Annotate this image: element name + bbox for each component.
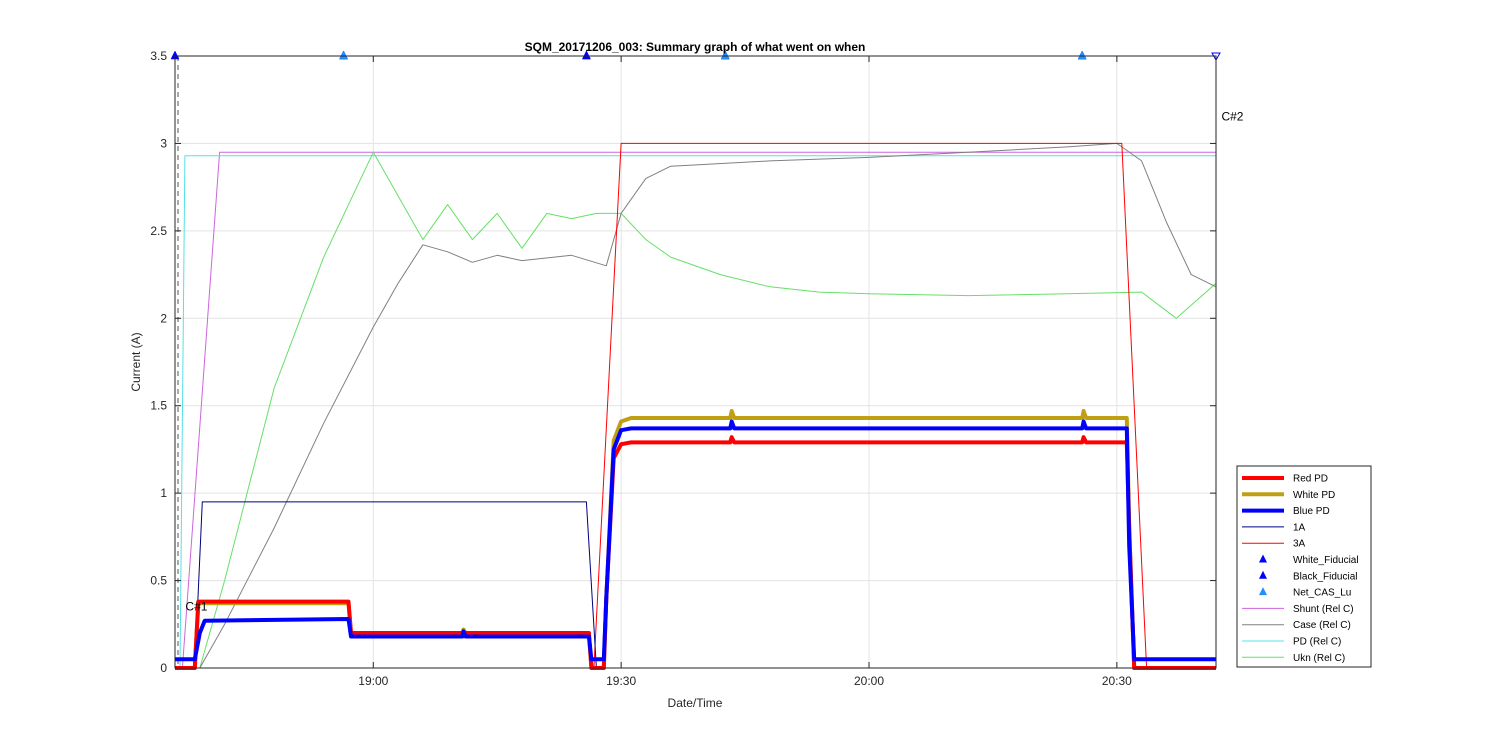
x-tick-label: 20:30 xyxy=(1102,674,1132,688)
x-tick-label: 19:30 xyxy=(606,674,636,688)
marker-net-cas-lu xyxy=(720,50,730,60)
legend-label: Black_Fiducial xyxy=(1293,571,1357,582)
y-tick-label: 0.5 xyxy=(150,574,167,588)
x-axis-label: Date/Time xyxy=(668,696,723,710)
legend-marker-swatch xyxy=(1259,570,1267,579)
y-tick-label: 3 xyxy=(160,136,167,150)
axes-box xyxy=(174,55,1217,669)
y-tick-label: 2 xyxy=(160,311,167,325)
series-line-red-pd xyxy=(175,435,1216,670)
legend-label: PD (Rel C) xyxy=(1293,637,1341,648)
legend-label: Shunt (Rel C) xyxy=(1293,604,1354,615)
marker-black-fiducial xyxy=(582,50,591,60)
series-line-blue-pd xyxy=(175,419,1216,662)
plot-area xyxy=(175,56,1216,668)
annotations: C#1 C#2 xyxy=(185,110,1243,614)
series-line-ukn-rel-c xyxy=(175,151,1217,669)
y-tick-label: 2.5 xyxy=(150,224,167,238)
legend-marker-swatch xyxy=(1259,587,1267,596)
series-line-case-rel-c xyxy=(175,142,1217,669)
legend-label: Net_CAS_Lu xyxy=(1293,588,1351,599)
legend-label: White PD xyxy=(1293,490,1335,501)
legend-label: Blue PD xyxy=(1293,506,1330,517)
y-axis-label: Current (A) xyxy=(129,332,143,391)
y-tick-label: 1 xyxy=(160,486,167,500)
legend-label: Red PD xyxy=(1293,474,1328,485)
x-axis: 19:00 19:30 20:00 20:30 xyxy=(358,56,1132,688)
legend-label: Ukn (Rel C) xyxy=(1293,653,1345,664)
legend-label: White_Fiducial xyxy=(1293,555,1359,566)
legend-label: 1A xyxy=(1293,522,1306,533)
annotation-label: C#2 xyxy=(1221,110,1243,124)
annotation-label: C#1 xyxy=(185,599,207,613)
y-axis: 0 0.5 1 1.5 2 2.5 3 3.5 xyxy=(150,49,1216,675)
y-tick-label: 0 xyxy=(160,661,167,675)
legend: Red PD White PD Blue PD 1A 3A White_Fiducial B… xyxy=(1236,465,1372,668)
legend-box xyxy=(1236,465,1372,668)
legend-label: Case (Rel C) xyxy=(1293,620,1351,631)
chart-title: SQM_20171206_003: Summary graph of what … xyxy=(525,40,866,54)
x-tick-label: 19:00 xyxy=(358,674,388,688)
y-tick-label: 3.5 xyxy=(150,49,167,63)
y-tick-label: 1.5 xyxy=(150,399,167,413)
marker-net-cas-lu xyxy=(339,50,348,60)
marker-layer xyxy=(170,50,1221,62)
x-tick-label: 20:00 xyxy=(854,674,884,688)
legend-marker-swatch xyxy=(1259,554,1267,563)
marker-net-cas-lu xyxy=(1077,50,1087,60)
legend-label: 3A xyxy=(1293,539,1306,550)
